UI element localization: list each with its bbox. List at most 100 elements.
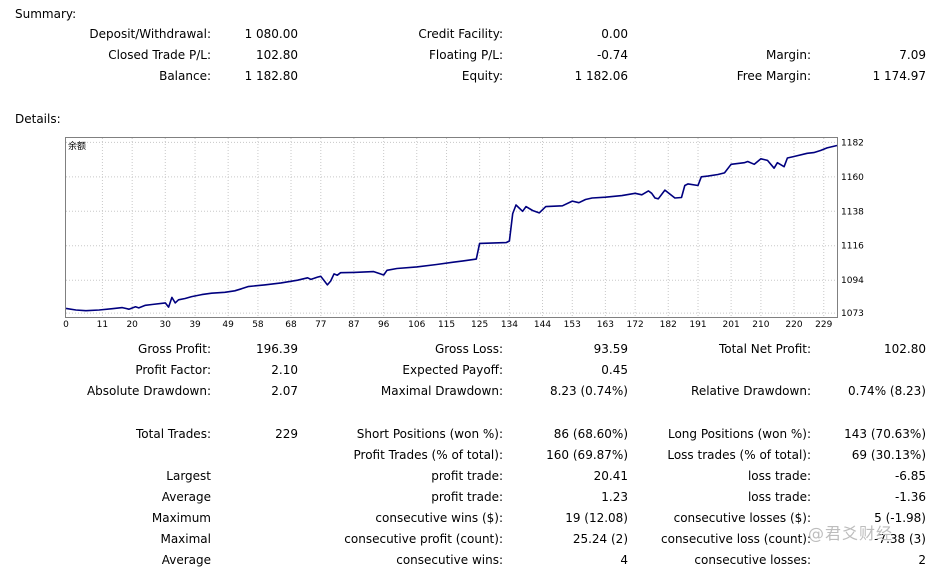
balance-chart: 0 11 20 30 39 49 58 68 77 87 96 106 115 125 134 144 153 1… bbox=[63, 137, 864, 330]
x-tick-label: 229 bbox=[815, 320, 832, 330]
expected-payoff-value: 0.45 bbox=[601, 363, 628, 377]
chart-grid bbox=[66, 138, 837, 317]
y-tick-label: 1073 bbox=[841, 309, 864, 319]
largest-profit-trade-label: profit trade: bbox=[431, 469, 503, 483]
maximal-consecutive-profit-value: 25.24 (2) bbox=[572, 532, 628, 546]
average-consecutive-wins-value: 4 bbox=[620, 553, 628, 567]
relative-drawdown-value: 0.74% (8.23) bbox=[847, 384, 926, 398]
watermark-logo: @君爻财经 bbox=[808, 524, 894, 543]
average-profit-trade-label: profit trade: bbox=[431, 490, 503, 504]
balance-value: 1 182.80 bbox=[244, 69, 298, 83]
average-consecutive-label: Average bbox=[161, 553, 211, 567]
largest-label: Largest bbox=[166, 469, 211, 483]
profit-trades-label: Profit Trades (% of total): bbox=[353, 448, 503, 462]
x-tick-label: 20 bbox=[126, 320, 138, 330]
average-consecutive-wins-label: consecutive wins: bbox=[396, 553, 503, 567]
details-title: Details: bbox=[15, 112, 61, 126]
summary-title: Summary: bbox=[15, 7, 77, 21]
equity-value: 1 182.06 bbox=[574, 69, 628, 83]
maximal-label: Maximal bbox=[160, 532, 211, 546]
largest-loss-trade-label: loss trade: bbox=[747, 469, 811, 483]
chart-legend-label: 余额 bbox=[68, 140, 86, 152]
floating-pl-value: -0.74 bbox=[596, 48, 628, 62]
x-tick-label: 172 bbox=[627, 320, 644, 330]
total-net-profit-value: 102.80 bbox=[884, 342, 926, 356]
x-tick-label: 96 bbox=[378, 320, 390, 330]
margin-label: Margin: bbox=[765, 48, 811, 62]
maximal-consecutive-loss-label: consecutive loss (count): bbox=[661, 532, 811, 546]
x-tick-label: 115 bbox=[438, 320, 455, 330]
long-positions-label: Long Positions (won %): bbox=[667, 427, 811, 441]
loss-trades-label: Loss trades (% of total): bbox=[667, 448, 811, 462]
gross-loss-label: Gross Loss: bbox=[435, 342, 503, 356]
x-tick-label: 220 bbox=[785, 320, 802, 330]
largest-profit-trade-value: 20.41 bbox=[593, 469, 628, 483]
credit-facility-value: 0.00 bbox=[601, 27, 628, 41]
total-net-profit-label: Total Net Profit: bbox=[718, 342, 811, 356]
profit-factor-value: 2.10 bbox=[271, 363, 298, 377]
x-tick-label: 30 bbox=[160, 320, 172, 330]
x-tick-label: 125 bbox=[471, 320, 488, 330]
x-tick-label: 0 bbox=[63, 320, 69, 330]
y-tick-label: 1138 bbox=[841, 207, 864, 217]
deposit-withdrawal-value: 1 080.00 bbox=[244, 27, 298, 41]
y-tick-label: 1116 bbox=[841, 242, 864, 252]
max-consecutive-losses-label: consecutive losses ($): bbox=[673, 511, 811, 525]
short-positions-value: 86 (68.60%) bbox=[553, 427, 628, 441]
balance-series-line bbox=[65, 144, 838, 312]
x-tick-label: 163 bbox=[597, 320, 614, 330]
maximal-drawdown-label: Maximal Drawdown: bbox=[380, 384, 503, 398]
x-tick-label: 134 bbox=[501, 320, 518, 330]
x-tick-label: 58 bbox=[252, 320, 264, 330]
largest-loss-trade-value: -6.85 bbox=[894, 469, 926, 483]
chart-ticks: 0 11 20 30 39 49 58 68 77 87 96 106 115 125 134 144 153 1… bbox=[63, 138, 864, 330]
closed-trade-pl-value: 102.80 bbox=[256, 48, 298, 62]
average-loss-trade-label: loss trade: bbox=[747, 490, 811, 504]
total-trades-value: 229 bbox=[275, 427, 298, 441]
absolute-drawdown-value: 2.07 bbox=[271, 384, 298, 398]
gross-profit-label: Gross Profit: bbox=[138, 342, 211, 356]
x-tick-label: 87 bbox=[348, 320, 359, 330]
absolute-drawdown-label: Absolute Drawdown: bbox=[86, 384, 211, 398]
average-loss-trade-value: -1.36 bbox=[894, 490, 926, 504]
y-tick-label: 1094 bbox=[841, 276, 864, 286]
relative-drawdown-label: Relative Drawdown: bbox=[691, 384, 811, 398]
x-tick-label: 49 bbox=[222, 320, 234, 330]
x-tick-label: 11 bbox=[97, 320, 108, 330]
margin-value: 7.09 bbox=[899, 48, 926, 62]
credit-facility-label: Credit Facility: bbox=[418, 27, 503, 41]
free-margin-label: Free Margin: bbox=[736, 69, 811, 83]
chart-frame bbox=[65, 137, 838, 318]
expected-payoff-label: Expected Payoff: bbox=[402, 363, 503, 377]
max-consecutive-wins-label: consecutive wins ($): bbox=[375, 511, 503, 525]
average-consecutive-losses-label: consecutive losses: bbox=[694, 553, 811, 567]
x-tick-label: 210 bbox=[752, 320, 769, 330]
x-tick-label: 39 bbox=[189, 320, 201, 330]
floating-pl-label: Floating P/L: bbox=[428, 48, 503, 62]
x-tick-label: 182 bbox=[660, 320, 677, 330]
loss-trades-value: 69 (30.13%) bbox=[851, 448, 926, 462]
maximal-consecutive-loss-value: -7.38 (3) bbox=[874, 532, 926, 546]
average-profit-trade-value: 1.23 bbox=[601, 490, 628, 504]
average-label: Average bbox=[161, 490, 211, 504]
maximal-consecutive-profit-label: consecutive profit (count): bbox=[344, 532, 503, 546]
long-positions-value: 143 (70.63%) bbox=[844, 427, 926, 441]
closed-trade-pl-label: Closed Trade P/L: bbox=[108, 48, 211, 62]
x-tick-label: 144 bbox=[534, 320, 551, 330]
max-consecutive-wins-value: 19 (12.08) bbox=[565, 511, 628, 525]
gross-loss-value: 93.59 bbox=[593, 342, 628, 356]
total-trades-label: Total Trades: bbox=[136, 427, 211, 441]
balance-label: Balance: bbox=[159, 69, 211, 83]
x-tick-label: 68 bbox=[285, 320, 297, 330]
free-margin-value: 1 174.97 bbox=[872, 69, 926, 83]
x-tick-label: 201 bbox=[723, 320, 740, 330]
maximum-label: Maximum bbox=[151, 511, 211, 525]
x-tick-label: 191 bbox=[689, 320, 706, 330]
deposit-withdrawal-label: Deposit/Withdrawal: bbox=[89, 27, 211, 41]
x-tick-label: 77 bbox=[315, 320, 326, 330]
y-tick-label: 1160 bbox=[841, 173, 864, 183]
y-tick-label: 1182 bbox=[841, 138, 864, 148]
maximal-drawdown-value: 8.23 (0.74%) bbox=[549, 384, 628, 398]
equity-label: Equity: bbox=[461, 69, 503, 83]
x-tick-label: 106 bbox=[408, 320, 425, 330]
